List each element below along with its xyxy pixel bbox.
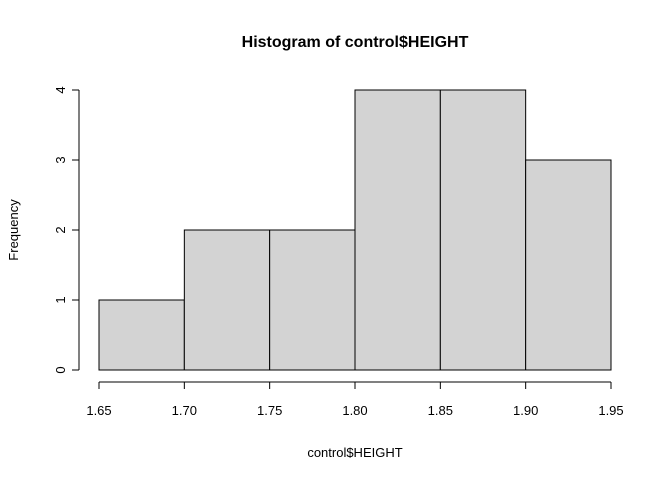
- y-axis-label: Frequency: [6, 199, 21, 261]
- chart-title: Histogram of control$HEIGHT: [242, 34, 469, 51]
- x-tick-label: 1.95: [598, 403, 623, 418]
- x-tick-label: 1.80: [342, 403, 367, 418]
- x-tick-label: 1.90: [513, 403, 538, 418]
- x-tick-label: 1.65: [86, 403, 111, 418]
- bars-group: [98, 89, 612, 371]
- y-axis: 0 1 2 3 4: [53, 86, 80, 374]
- histogram-bar-5: [525, 159, 612, 371]
- y-tick-label: 4: [53, 86, 68, 93]
- histogram-bar-0: [98, 299, 185, 371]
- x-tick-label: 1.75: [257, 403, 282, 418]
- y-tick-label: 2: [53, 226, 68, 233]
- histogram-bar-3: [354, 89, 441, 371]
- x-tick-label: 1.70: [172, 403, 197, 418]
- histogram-bar-1: [183, 229, 271, 371]
- x-axis-label: control$HEIGHT: [307, 445, 402, 460]
- x-tick-label: 1.85: [428, 403, 453, 418]
- y-tick-label: 3: [53, 156, 68, 163]
- y-tick-label: 0: [53, 366, 68, 373]
- y-tick-label: 1: [53, 296, 68, 303]
- histogram-bar-2: [269, 229, 356, 371]
- histogram-bar-4: [439, 89, 527, 371]
- x-axis: 1.65 1.70 1.75 1.80 1.85 1.90 1.95: [86, 381, 624, 418]
